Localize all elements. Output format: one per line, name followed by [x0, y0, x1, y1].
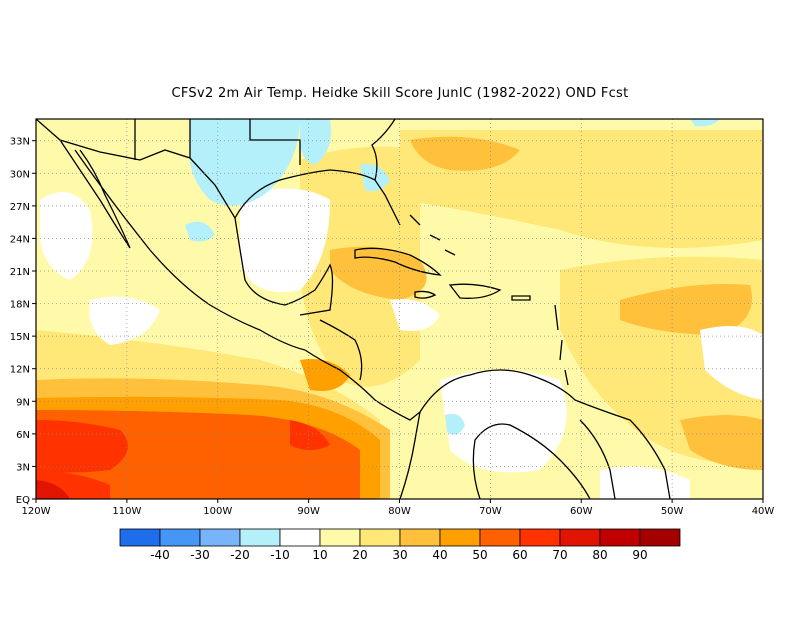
lon-tick-label: 100W	[203, 506, 232, 517]
lon-tick-label: 110W	[112, 506, 141, 517]
map-title: CFSv2 2m Air Temp. Heidke Skill Score Ju…	[171, 86, 629, 101]
colorbar-label: 70	[552, 548, 567, 562]
skill-score-field	[36, 119, 763, 499]
colorbar-label: 20	[352, 548, 367, 562]
lon-tick-label: 120W	[22, 506, 51, 517]
colorbar-label: 80	[592, 548, 607, 562]
colorbar-swatch	[239, 528, 281, 547]
colorbar-swatch	[639, 528, 681, 547]
colorbar-label: 50	[472, 548, 487, 562]
lat-tick-label: 33N	[10, 137, 30, 148]
lat-tick-label: 24N	[10, 234, 30, 245]
colorbar-swatch	[599, 528, 641, 547]
colorbar-label: 60	[512, 548, 527, 562]
lon-tick-label: 80W	[388, 506, 411, 517]
colorbar-swatch	[559, 528, 601, 547]
colorbar-label: 40	[432, 548, 447, 562]
lat-tick-label: 6N	[16, 430, 30, 441]
longitude-labels: 120W 110W 100W 90W 80W 70W 60W 50W 40W	[22, 499, 775, 517]
colorbar-swatch	[439, 528, 481, 547]
lon-tick-label: 90W	[297, 506, 320, 517]
colorbar-label: -10	[270, 548, 290, 562]
coastlines	[36, 119, 671, 499]
colorbar-label: 90	[632, 548, 647, 562]
lon-tick-label: 70W	[479, 506, 502, 517]
lon-tick-label: 40W	[752, 506, 775, 517]
colorbar-swatch	[159, 528, 201, 547]
colorbar-label: -30	[190, 548, 210, 562]
lat-tick-label: 18N	[10, 300, 30, 311]
lon-tick-label: 60W	[570, 506, 593, 517]
lon-tick-label: 50W	[661, 506, 684, 517]
lat-tick-label: 3N	[16, 462, 30, 473]
colorbar-label: 10	[312, 548, 327, 562]
colorbar-label: -20	[230, 548, 250, 562]
lat-tick-label: 9N	[16, 397, 30, 408]
colorbar-swatch	[519, 528, 561, 547]
colorbar-swatch	[119, 528, 161, 547]
latitude-labels: EQ 3N 6N 9N 12N 15N 18N 21N 24N 27N 30N 33N	[10, 137, 36, 506]
colorbar-label: -40	[150, 548, 170, 562]
colorbar-swatch	[279, 528, 321, 547]
colorbar-swatch	[199, 528, 241, 547]
colorbar-label: 30	[392, 548, 407, 562]
colorbar: -40 -30 -20 -10 10 20 30 40 50 60 70 80 90	[119, 528, 681, 562]
colorbar-swatch	[479, 528, 521, 547]
lat-tick-label: EQ	[16, 495, 30, 506]
lat-tick-label: 15N	[10, 332, 30, 343]
colorbar-swatch	[319, 528, 361, 547]
colorbar-swatch	[359, 528, 401, 547]
gridlines	[36, 119, 763, 499]
lat-tick-label: 30N	[10, 169, 30, 180]
lat-tick-label: 21N	[10, 267, 30, 278]
colorbar-swatch	[399, 528, 441, 547]
lat-tick-label: 12N	[10, 365, 30, 376]
lat-tick-label: 27N	[10, 202, 30, 213]
